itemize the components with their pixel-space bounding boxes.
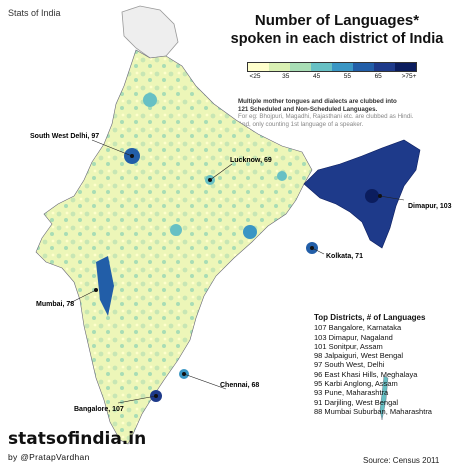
legend-swatch <box>311 63 332 71</box>
top-district-item: 91 Darjiling, West Bengal <box>314 397 399 407</box>
source-note: Source: Census 2011 <box>363 456 440 465</box>
methodology-note: Multiple mother tongues and dialects are… <box>238 98 438 128</box>
top-district-item: 98 Jalpaiguri, West Bengal <box>314 351 404 361</box>
andaman-islands <box>379 375 389 421</box>
legend-swatch <box>290 63 311 71</box>
callout-chennai: Chennai, 68 <box>220 382 259 389</box>
callout-bangalore: Bangalore, 107 <box>74 406 124 413</box>
legend-tick-label: 35 <box>282 73 290 80</box>
legend-swatch <box>269 63 290 71</box>
top-districts-list: Top Districts, # of Languages 107 Bangal… <box>314 313 474 416</box>
callout-lucknow: Lucknow, 69 <box>230 157 272 164</box>
mainland-india <box>35 49 313 445</box>
district-patch <box>277 171 287 181</box>
callout-south-west-delhi: South West Delhi, 97 <box>30 133 99 140</box>
legend-swatch <box>332 63 353 71</box>
district-patch <box>143 93 157 107</box>
district-patch <box>243 225 257 239</box>
top-district-item: 95 Karbi Anglong, Assam <box>314 379 398 389</box>
top-district-item: 97 South West, Delhi <box>314 360 385 370</box>
district-patch <box>96 256 114 316</box>
legend-tick-label: 55 <box>343 73 352 80</box>
legend-swatch <box>353 63 374 71</box>
top-district-item: 96 East Khasi Hills, Meghalaya <box>314 369 418 379</box>
note-line: 121 Scheduled and Non-Scheduled Language… <box>238 105 378 113</box>
legend-ticks: <25 35 45 55 65 >75+ <box>247 73 417 83</box>
color-legend: <25 35 45 55 65 >75+ <box>247 62 417 83</box>
top-district-item: 107 Bangalore, Karnataka <box>314 323 402 333</box>
note-line: For eg: Bhojpuri, Magadhi, Rajasthani et… <box>238 113 414 120</box>
jammu-kashmir-region <box>121 5 179 59</box>
top-district-item: 101 Sonitpur, Assam <box>314 341 383 351</box>
legend-tick-label: <25 <box>249 73 261 80</box>
northeast-region <box>303 139 421 249</box>
legend-swatch <box>248 63 269 71</box>
callout-dimapur: Dimapur, 103 <box>408 203 452 210</box>
legend-tick-label: >75+ <box>401 73 417 80</box>
map-title: Number of Languages* spoken in each dist… <box>212 12 462 47</box>
brand-label: Stats of India <box>8 8 61 18</box>
callout-mumbai: Mumbai, 78 <box>36 301 74 308</box>
title-line-1: Number of Languages* <box>254 12 420 29</box>
legend-tick-label: 65 <box>374 73 382 80</box>
legend-swatch <box>395 63 416 71</box>
legend-swatch <box>374 63 395 71</box>
top-districts-heading: Top Districts, # of Languages <box>314 313 426 322</box>
district-patch <box>365 189 379 203</box>
district-patch <box>170 224 182 236</box>
top-district-item: 93 Pune, Maharashtra <box>314 388 389 398</box>
callout-kolkata: Kolkata, 71 <box>326 253 363 260</box>
top-district-item: 88 Mumbai Suburban, Maharashtra <box>314 406 432 416</box>
author-byline: by @PratapVardhan <box>8 452 90 462</box>
note-line: And, only counting 1st language of a spe… <box>238 120 364 128</box>
legend-color-bar <box>247 62 417 72</box>
title-line-2: spoken in each district of India <box>230 31 444 47</box>
legend-tick-label: 45 <box>312 73 321 80</box>
site-name: statsofindia.in <box>8 429 147 449</box>
top-district-item: 103 Dimapur, Nagaland <box>314 332 393 342</box>
note-line: Multiple mother tongues and dialects are… <box>238 98 397 105</box>
